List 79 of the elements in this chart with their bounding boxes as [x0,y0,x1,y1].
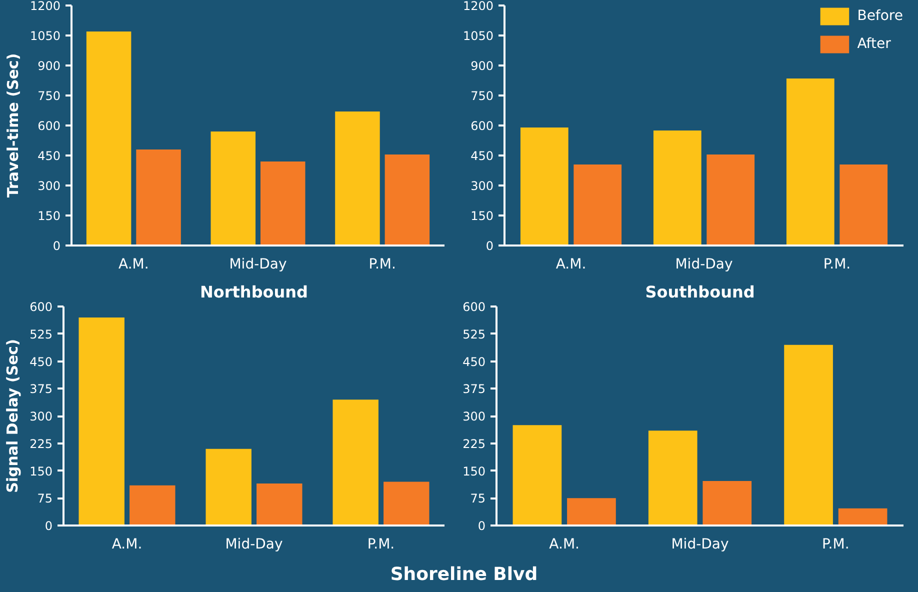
x-tick-label: P.M. [822,536,850,552]
y-tick-label: 150 [38,209,60,223]
bar [784,344,833,526]
x-tick-label: A.M. [118,256,149,272]
y-tick-label: 375 [462,382,486,396]
x-tick-label: P.M. [823,256,851,272]
bar [567,498,616,526]
y-tick-label: 600 [462,300,486,314]
y-tick-label: 300 [30,410,52,424]
bar [260,162,306,246]
y-tick-label: 150 [30,464,52,478]
y-tick-label: 0 [486,239,494,253]
y-tick-label: 150 [462,464,486,478]
text: Shoreline Blvd [390,563,538,587]
y-tick-label: 0 [478,519,486,533]
y-tick-label: 450 [30,354,52,369]
bar [130,485,176,526]
bar [512,425,562,526]
y-tick-label: 1200 [462,0,494,13]
y-tick-label: 225 [462,436,486,451]
y-tick-label: 600 [470,119,494,133]
bar [86,32,132,246]
y-tick-label: 900 [38,59,60,73]
bar [335,112,380,246]
chart-title: Southbound [645,282,755,302]
bar [838,508,888,526]
y-axis-title: Signal Delay (Sec) [4,339,22,493]
y-tick-label: 450 [470,149,494,163]
bar [653,130,702,246]
y-tick-label: 1050 [462,29,494,43]
y-tick-label: 1200 [30,0,61,13]
y-tick-label: 900 [470,59,494,73]
bar [256,484,302,526]
x-tick-label: A.M. [549,536,580,552]
y-tick-label: 75 [470,492,486,506]
y-tick-label: 750 [470,89,494,103]
x-tick-label: Mid-Day [671,536,729,552]
y-tick-label: 450 [462,354,486,369]
y-tick-label: 0 [52,239,61,253]
bar [840,164,888,246]
bar [702,480,752,526]
chart-title: Northbound [200,282,308,302]
x-tick-label: P.M. [368,256,396,272]
x-tick-label: A.M. [112,536,142,552]
bar [136,150,181,246]
bar [210,132,256,246]
legend-label: Before [857,8,903,24]
x-tick-label: P.M. [367,536,395,552]
legend-label: After [857,36,891,52]
bar [78,317,124,526]
y-tick-label: 75 [37,492,53,506]
bar [206,448,252,526]
y-tick-label: 300 [38,179,60,193]
x-tick-label: A.M. [556,256,586,272]
bar [706,154,755,246]
y-tick-label: 300 [470,179,494,193]
y-tick-label: 300 [462,410,486,424]
y-tick-label: 375 [30,382,52,396]
y-tick-label: 600 [30,300,52,314]
bar [384,154,430,246]
x-tick-label: Mid-Day [229,256,287,272]
y-tick-label: 450 [38,149,60,163]
bar [648,430,698,526]
y-tick-label: 0 [44,519,53,533]
x-tick-label: Mid-Day [225,536,283,552]
y-tick-label: 750 [38,89,60,103]
bar [332,400,378,526]
y-tick-label: 525 [30,327,52,342]
bar [520,128,568,246]
y-tick-label: 525 [462,327,486,342]
bar [384,482,430,526]
bar [574,164,622,246]
bar [786,78,834,246]
y-axis-title: Travel-time (Sec) [4,53,22,198]
x-tick-label: Mid-Day [675,256,733,272]
y-tick-label: 1050 [30,29,61,43]
y-tick-label: 600 [38,119,60,133]
y-tick-label: 150 [470,209,494,223]
y-tick-label: 225 [30,436,52,451]
